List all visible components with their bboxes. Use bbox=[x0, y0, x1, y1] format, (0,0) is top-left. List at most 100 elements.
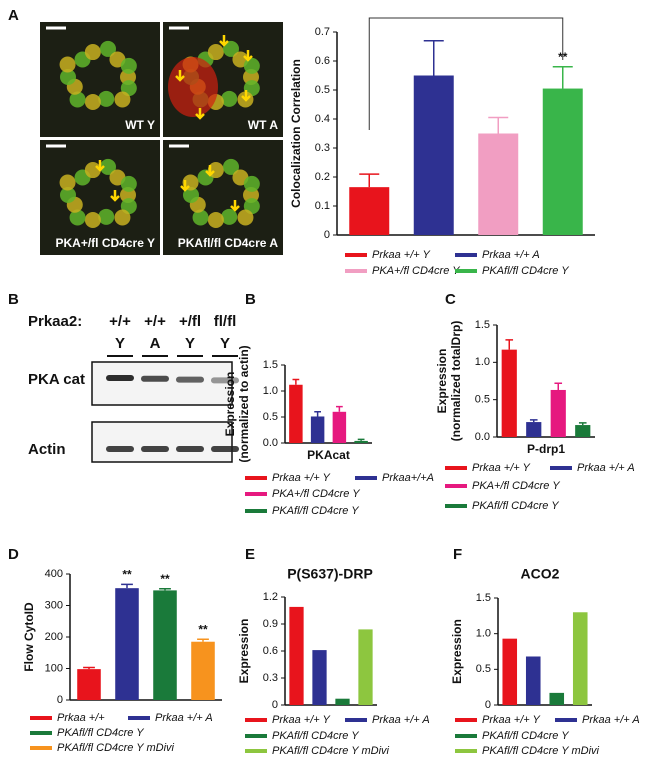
y-tick-label: 0.5 bbox=[315, 84, 330, 96]
y-tick-label: 1.5 bbox=[263, 359, 278, 371]
panel-label: B bbox=[245, 291, 256, 308]
bar bbox=[525, 656, 541, 705]
legend-label: PKAfl/fl CD4cre Y mDivi bbox=[272, 745, 390, 757]
y-tick-label: 400 bbox=[45, 568, 63, 580]
error-bar bbox=[357, 438, 365, 441]
cell-stain bbox=[182, 174, 199, 191]
legend-label: PKAfl/fl CD4cre Y bbox=[57, 727, 144, 739]
y-tick-label: 200 bbox=[45, 631, 63, 643]
y-tick-label: 1.0 bbox=[263, 385, 278, 397]
legend-label: Prkaa +/+ A bbox=[577, 462, 635, 474]
legend-label: Prkaa +/+ Y bbox=[372, 249, 431, 261]
bar bbox=[478, 133, 519, 235]
error-bar bbox=[529, 419, 538, 423]
band bbox=[176, 446, 204, 452]
y-tick-label: 0 bbox=[324, 229, 330, 241]
bar bbox=[413, 75, 454, 235]
x-tick-label: P-drp1 bbox=[527, 442, 565, 456]
bar bbox=[550, 389, 566, 437]
genotype: fl/fl bbox=[214, 313, 237, 330]
y-tick-label: 1.0 bbox=[475, 356, 490, 368]
micrograph-label: PKA+/fl CD4cre Y bbox=[56, 236, 156, 250]
arrow bbox=[95, 160, 105, 172]
arrow bbox=[219, 35, 229, 47]
micrograph bbox=[163, 140, 283, 255]
bar bbox=[153, 590, 177, 700]
genotype: +/+ bbox=[109, 313, 131, 330]
y-tick-label: 0.9 bbox=[263, 618, 278, 630]
bar bbox=[549, 692, 565, 705]
cell-stain bbox=[168, 57, 218, 117]
bar bbox=[542, 88, 583, 235]
legend-label: Prkaa +/+ A bbox=[155, 712, 213, 724]
cell-stain bbox=[192, 209, 209, 226]
y-tick-label: 0.4 bbox=[315, 113, 330, 125]
error-bar bbox=[505, 339, 514, 350]
bar bbox=[349, 187, 390, 235]
band bbox=[106, 375, 134, 381]
cell-stain bbox=[59, 174, 76, 191]
cell-stain bbox=[120, 57, 137, 74]
group: Y bbox=[185, 335, 195, 352]
micrograph bbox=[40, 140, 160, 255]
genotype: +/fl bbox=[179, 313, 201, 330]
genotype: +/+ bbox=[144, 313, 166, 330]
cell-stain bbox=[221, 208, 238, 225]
legend-label: PKAfl/fl CD4cre Y bbox=[482, 730, 569, 742]
legend-label: PKA+/fl CD4cre Y bbox=[472, 480, 560, 492]
y-tick-label: 0 bbox=[57, 694, 63, 706]
cell-stain bbox=[183, 187, 199, 204]
band bbox=[141, 446, 169, 452]
y-axis-label: Expression bbox=[237, 619, 251, 684]
y-tick-label: 1.2 bbox=[263, 591, 278, 603]
legend-label: Prkaa +/+ Y bbox=[272, 714, 331, 726]
y-tick-label: 0.5 bbox=[476, 663, 491, 675]
cell-stain bbox=[243, 57, 260, 74]
annotation: ** bbox=[122, 568, 132, 582]
cell-stain bbox=[59, 56, 76, 73]
y-tick-label: 300 bbox=[45, 599, 63, 611]
y-tick-label: 0.6 bbox=[263, 645, 278, 657]
error-bar bbox=[336, 405, 343, 412]
y-tick-label: 0 bbox=[272, 699, 278, 711]
group: A bbox=[150, 335, 161, 352]
y-tick-label: 0.6 bbox=[315, 55, 330, 67]
y-tick-label: 0.1 bbox=[315, 200, 330, 212]
legend-label: Prkaa+/+A bbox=[382, 472, 434, 484]
y-tick-label: 1.0 bbox=[476, 628, 491, 640]
micrograph-label: WT Y bbox=[125, 118, 155, 132]
bar bbox=[526, 422, 542, 437]
band bbox=[176, 376, 204, 383]
cell-stain bbox=[98, 90, 115, 107]
legend-label: PKAfl/fl CD4cre Y mDivi bbox=[57, 742, 175, 754]
legend-label: Prkaa +/+ A bbox=[582, 714, 640, 726]
y-tick-label: 0 bbox=[485, 699, 491, 711]
blot-header: Prkaa2: bbox=[28, 313, 82, 330]
group: Y bbox=[220, 335, 230, 352]
y-axis-label: Expression bbox=[435, 349, 449, 414]
bar bbox=[335, 698, 350, 705]
legend-label: Prkaa +/+ A bbox=[482, 249, 540, 261]
bar bbox=[354, 440, 368, 443]
cell-stain bbox=[100, 40, 117, 57]
micrograph bbox=[40, 22, 160, 137]
cell-stain bbox=[84, 211, 101, 228]
band bbox=[106, 446, 134, 452]
bar bbox=[502, 638, 518, 705]
cell-stain bbox=[223, 158, 240, 175]
error-bar bbox=[552, 66, 573, 89]
bar bbox=[575, 425, 591, 437]
error-bar bbox=[292, 378, 300, 385]
y-tick-label: 1.5 bbox=[476, 592, 491, 604]
y-tick-label: 0.5 bbox=[263, 411, 278, 423]
group: Y bbox=[115, 335, 125, 352]
cell-stain bbox=[237, 209, 254, 226]
error-bar bbox=[121, 583, 133, 589]
y-axis-label: (normalized to actin) bbox=[237, 345, 251, 462]
cell-stain bbox=[60, 69, 76, 86]
bar bbox=[310, 416, 325, 443]
band bbox=[141, 375, 169, 382]
blot-row-label: PKA cat bbox=[28, 371, 85, 388]
panel-label: C bbox=[445, 291, 456, 308]
